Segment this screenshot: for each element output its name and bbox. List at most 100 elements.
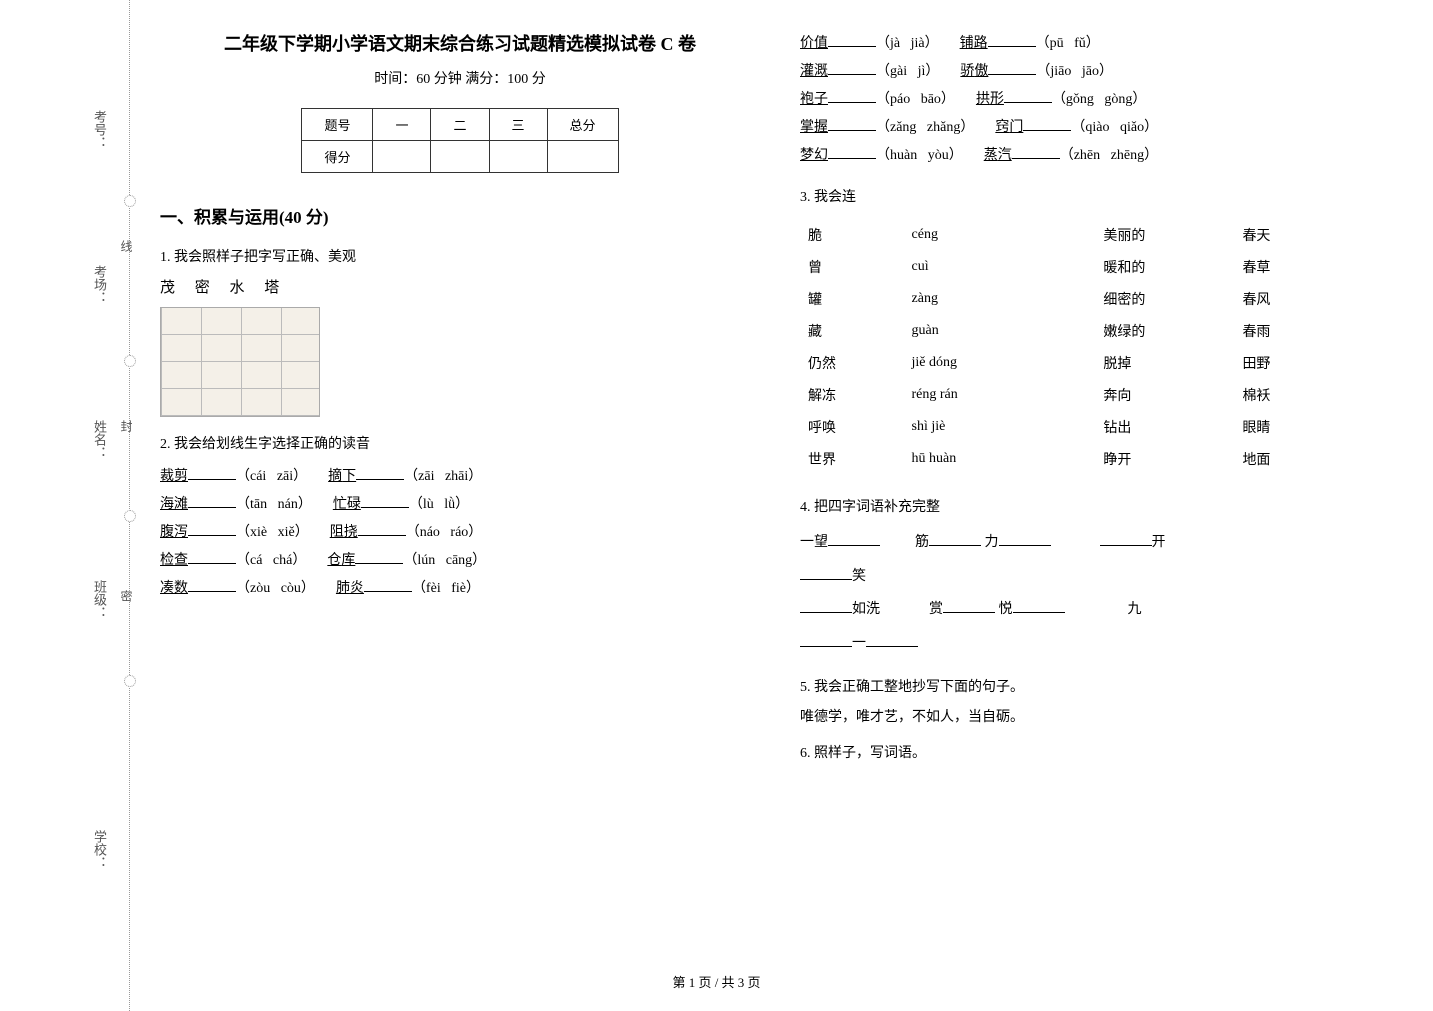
seal-char: 线 <box>118 240 135 252</box>
binding-label-xingming: 姓名： <box>90 420 109 459</box>
score-cell <box>547 141 618 173</box>
pinyin-row: 价值（jà jià） 铺路（pū fǔ） <box>800 30 1400 58</box>
pinyin-row: 灌溉（gài jì） 骄傲（jiāo jāo） <box>800 58 1400 86</box>
pinyin-char: 忙碌 <box>333 497 361 512</box>
seal-char: 封 <box>118 420 135 432</box>
right-column: 价值（jà jià） 铺路（pū fǔ）灌溉（gài jì） 骄傲（jiāo j… <box>800 30 1400 772</box>
pinyin-row: 凑数（zòu còu） 肺炎（fèi fiè） <box>160 575 760 603</box>
score-cell: 总分 <box>547 109 618 141</box>
pinyin-char: 握 <box>814 120 828 135</box>
binding-label-xuexiao: 学校： <box>90 830 109 869</box>
connect-row: 曾cuì暖和的春草 <box>802 252 1338 282</box>
binding-circle <box>124 355 136 367</box>
connect-cell: 棉袄 <box>1236 380 1338 410</box>
q4-line2: 笑 <box>800 560 1400 594</box>
score-cell: 三 <box>489 109 547 141</box>
connect-row: 仍然jiě dóng脱掉田野 <box>802 348 1338 378</box>
pinyin-char: 仓 <box>327 553 341 568</box>
connect-cell: guàn <box>906 316 1054 346</box>
connect-cell: cuì <box>906 252 1054 282</box>
connect-cell: 世界 <box>802 444 904 474</box>
q1-chars: 茂 密 水 塔 <box>160 276 760 297</box>
connect-cell: 脆 <box>802 220 904 250</box>
connect-cell: 地面 <box>1236 444 1338 474</box>
idiom-part: 筋 <box>915 535 929 550</box>
score-cell <box>431 141 489 173</box>
connect-cell: 嫩绿的 <box>1097 316 1234 346</box>
writing-grid <box>160 307 320 417</box>
score-cell: 得分 <box>302 141 373 173</box>
connect-cell: 田野 <box>1236 348 1338 378</box>
pinyin-char: 阻挠 <box>330 525 358 540</box>
binding-label-kaochang: 考场： <box>90 265 109 304</box>
seal-char: 密 <box>118 590 135 602</box>
pinyin-char: 裁 <box>160 469 174 484</box>
pinyin-char: 价 <box>800 36 814 51</box>
connect-cell: 呼唤 <box>802 412 904 442</box>
idiom-part: 力 <box>985 535 999 550</box>
connect-cell: hū huàn <box>906 444 1054 474</box>
connect-cell: shì jiè <box>906 412 1054 442</box>
pinyin-char: 路 <box>974 36 988 51</box>
connect-cell: 春天 <box>1236 220 1338 250</box>
pinyin-char: 梦幻 <box>800 148 828 163</box>
q4-line1: 一望 筋 力 开 <box>800 526 1400 560</box>
connect-cell: 罐 <box>802 284 904 314</box>
connect-cell: 藏 <box>802 316 904 346</box>
pinyin-row: 裁剪（cái zāi） 摘下（zāi zhāi） <box>160 463 760 491</box>
connect-cell: 春草 <box>1236 252 1338 282</box>
score-cell <box>489 141 547 173</box>
connect-cell: 暖和的 <box>1097 252 1234 282</box>
q5-label: 5. 我会正确工整地抄写下面的句子。 <box>800 676 1400 696</box>
q4-label: 4. 把四字词语补充完整 <box>800 496 1400 516</box>
pinyin-char: 剪 <box>174 469 188 484</box>
idiom-part: 悦 <box>999 602 1013 617</box>
score-cell: 一 <box>373 109 431 141</box>
pinyin-char: 灌溉 <box>800 64 828 79</box>
binding-label-banji: 班级： <box>90 580 109 619</box>
connect-cell: zàng <box>906 284 1054 314</box>
score-cell <box>373 141 431 173</box>
q3-label: 3. 我会连 <box>800 186 1400 206</box>
pinyin-char: 掌 <box>800 120 814 135</box>
pinyin-char: 肺 <box>336 581 350 596</box>
score-table: 题号 一 二 三 总分 得分 <box>301 108 618 173</box>
binding-circle <box>124 195 136 207</box>
connect-cell: 春风 <box>1236 284 1338 314</box>
q4-line4: 一 <box>800 627 1400 661</box>
pinyin-char: 数 <box>174 581 188 596</box>
connect-cell: 钻出 <box>1097 412 1234 442</box>
connect-cell: 奔向 <box>1097 380 1234 410</box>
score-cell: 题号 <box>302 109 373 141</box>
score-cell: 二 <box>431 109 489 141</box>
pinyin-char: 海滩 <box>160 497 188 512</box>
pinyin-char: 摘 <box>328 469 342 484</box>
pinyin-char: 铺 <box>960 36 974 51</box>
page-footer: 第 1 页 / 共 3 页 <box>0 972 1433 991</box>
connect-row: 罐zàng细密的春风 <box>802 284 1338 314</box>
q6-label: 6. 照样子，写词语。 <box>800 742 1400 762</box>
binding-label-kaohao: 考号： <box>90 110 109 149</box>
pinyin-char: 检查 <box>160 553 188 568</box>
binding-strip: 考号： 考场： 姓名： 班级： 学校： 线 封 密 <box>70 0 130 1011</box>
pinyin-char: 库 <box>341 553 355 568</box>
q4-line3: 如洗 赏 悦 九 <box>800 593 1400 627</box>
pinyin-row: 海滩（tān nán） 忙碌（lù lǜ） <box>160 491 760 519</box>
connect-cell: 睁开 <box>1097 444 1234 474</box>
pinyin-char: 子 <box>814 92 828 107</box>
pinyin-char: 炎 <box>350 581 364 596</box>
connect-cell: 春雨 <box>1236 316 1338 346</box>
connect-cell: 美丽的 <box>1097 220 1234 250</box>
idiom-part: 一望 <box>800 535 828 550</box>
connect-cell: céng <box>906 220 1054 250</box>
pinyin-row: 掌握（zǎng zhǎng） 窍门（qiào qiǎo） <box>800 114 1400 142</box>
q1-label: 1. 我会照样子把字写正确、美观 <box>160 246 760 266</box>
binding-circle <box>124 510 136 522</box>
pinyin-char: 拱 <box>976 92 990 107</box>
connect-cell: 解冻 <box>802 380 904 410</box>
connect-cell: jiě dóng <box>906 348 1054 378</box>
pinyin-char: 傲 <box>974 64 988 79</box>
pinyin-row: 检查（cá chá） 仓库（lún cāng） <box>160 547 760 575</box>
connect-row: 呼唤shì jiè钻出眼睛 <box>802 412 1338 442</box>
score-header-row: 题号 一 二 三 总分 <box>302 109 618 141</box>
